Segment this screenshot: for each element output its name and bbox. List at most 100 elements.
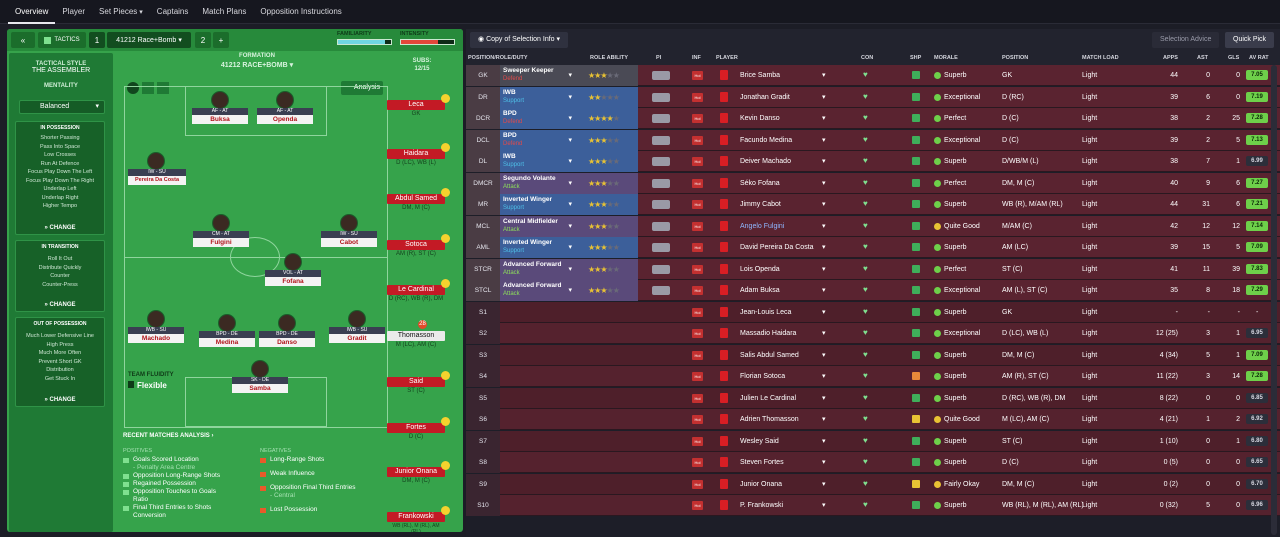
bench-player-haidara[interactable]: Haidara D (LC), WB (L)	[387, 141, 450, 169]
player-name[interactable]: Jean-Louis Leca	[740, 308, 792, 316]
col-position-role-duty[interactable]: POSITION/ROLE/DUTY	[468, 55, 528, 61]
col-position[interactable]: POSITION	[1002, 55, 1029, 61]
player-name[interactable]: Brice Samba	[740, 72, 781, 79]
selection-advice-button[interactable]: Selection Advice	[1152, 32, 1220, 48]
tactics-button[interactable]: TACTICS	[38, 32, 86, 48]
player-name[interactable]: Junior Onana	[740, 480, 783, 488]
chevron-down-icon[interactable]: ▾	[822, 115, 826, 122]
analysis-title-link[interactable]: RECENT MATCHES ANALYSIS ›	[123, 433, 214, 439]
pi-icon[interactable]	[652, 243, 670, 252]
chevron-down-icon[interactable]: ▾	[822, 351, 826, 359]
pitch-player-buksa[interactable]: AF - AT Buksa	[192, 91, 248, 127]
pitch-player-pereira-da-costa[interactable]: IW - SU Pereira Da Costa	[128, 152, 186, 188]
row-role-duty[interactable]: Sweeper Keeper Defend ▾	[500, 65, 576, 86]
chevron-down-icon[interactable]: ▾	[822, 437, 826, 445]
table-row[interactable]: MR Inverted Winger Support ▾ ★★★★★ Hol Jimmy C…	[466, 194, 1280, 215]
player-name[interactable]: Wesley Said	[740, 437, 779, 445]
pitch-player-medina[interactable]: BPD - DE Medina	[199, 314, 255, 350]
nav-player[interactable]: Player	[62, 6, 86, 16]
chevron-down-icon[interactable]: ▾	[822, 265, 826, 273]
nav-set-pieces[interactable]: Set Pieces ▾	[92, 0, 150, 24]
table-row[interactable]: S6 Hol Adrien Thomasson ▾ ♥ Quite Good M (LC),…	[466, 409, 1280, 430]
player-name[interactable]: David Pereira Da Costa	[740, 244, 814, 251]
pi-icon[interactable]	[652, 178, 670, 188]
pi-icon[interactable]	[652, 114, 670, 123]
table-row[interactable]: MCL Central Midfielder Attack ▾ ★★★★★ Hol Ange…	[466, 215, 1280, 237]
add-tactic-button[interactable]: +	[213, 32, 229, 48]
chevron-down-icon[interactable]: ▾	[822, 416, 826, 423]
analysis-button[interactable]: Analysis	[341, 81, 383, 95]
col-apps[interactable]: APPS	[1163, 55, 1178, 61]
pi-icon[interactable]	[652, 221, 670, 231]
table-row[interactable]: S7 Hol Wesley Said ▾ ♥ Superb ST (C) Light 1 (10…	[466, 430, 1280, 452]
player-name[interactable]: Steven Fortes	[740, 459, 784, 466]
chevron-down-icon[interactable]: ▾	[822, 394, 826, 402]
chevron-down-icon[interactable]: ▾	[822, 201, 826, 208]
table-row[interactable]: DR IWB Support ▾ ★★★★★ Hol Jonathan Gradit ▾ ♥ Ex…	[466, 86, 1280, 108]
col-morale[interactable]: MORALE	[934, 55, 958, 61]
player-name[interactable]: Jonathan Gradit	[740, 93, 790, 101]
chevron-down-icon[interactable]: ▾	[822, 222, 826, 230]
row-role-duty[interactable]: IWB Support ▾	[500, 151, 576, 172]
chevron-down-icon[interactable]: ▾	[822, 72, 826, 79]
chevron-down-icon[interactable]: ▾	[822, 502, 826, 509]
in-transition-box[interactable]: IN TRANSITION Roll It Out Distribute Qui…	[15, 240, 105, 312]
col-match-load[interactable]: MATCH LOAD	[1082, 55, 1119, 61]
bench-player-leca[interactable]: Leca GK	[387, 92, 450, 120]
pi-icon[interactable]	[652, 286, 670, 295]
chevron-down-icon[interactable]: ▾	[822, 93, 826, 101]
player-name[interactable]: Adrien Thomasson	[740, 416, 799, 423]
change-out-of-possession-button[interactable]: » CHANGE	[44, 397, 76, 403]
pitch-player-fulgini[interactable]: CM - AT Fulgini	[193, 214, 249, 250]
quick-pick-button[interactable]: Quick Pick	[1225, 32, 1275, 48]
pitch-player-gradit[interactable]: IWB - SU Gradit	[329, 310, 385, 346]
col-pi[interactable]: PI	[656, 55, 662, 61]
pi-icon[interactable]	[652, 135, 670, 145]
table-row[interactable]: STCL Advanced Forward Attack ▾ ★★★★★ Hol Adam …	[466, 280, 1280, 301]
table-row[interactable]: DCR BPD Defend ▾ ★★★★★ Hol Kevin Danso ▾ ♥ Perfec…	[466, 108, 1280, 129]
table-row[interactable]: GK Sweeper Keeper Defend ▾ ★★★★★ Hol Brice Sam…	[466, 65, 1280, 86]
pi-icon[interactable]	[652, 92, 670, 102]
pi-icon[interactable]	[652, 157, 670, 166]
nav-captains[interactable]: Captains	[156, 6, 189, 16]
pitch-player-machado[interactable]: IWB - SU Machado	[128, 310, 184, 346]
chevron-down-icon[interactable]: ▾	[822, 179, 826, 187]
col-shp[interactable]: SHP	[910, 55, 922, 61]
pi-icon[interactable]	[652, 71, 670, 80]
player-name[interactable]: Adam Buksa	[740, 287, 780, 294]
table-row[interactable]: S2 Hol Massadio Haidara ▾ ♥ Exceptional D (LC)…	[466, 323, 1280, 344]
bar-chart-icon[interactable]	[142, 82, 154, 94]
table-row[interactable]: DMCR Segundo Volante Attack ▾ ★★★★★ Hol Séko F…	[466, 172, 1280, 194]
row-role-duty[interactable]: Segundo Volante Attack ▾	[500, 172, 576, 194]
copy-selection-info-select[interactable]: ◉ Copy of Selection Info ▾	[470, 32, 569, 48]
row-role-duty[interactable]: Inverted Winger Support ▾	[500, 237, 576, 258]
in-possession-box[interactable]: IN POSSESSION Shorter Passing Pass Into …	[15, 121, 105, 235]
table-row[interactable]: S1 Hol Jean-Louis Leca ▾ ♥ Superb GK Light - - - -	[466, 301, 1280, 323]
chevron-down-icon[interactable]: ▾	[822, 373, 826, 380]
chevron-down-icon[interactable]: ▾	[822, 287, 826, 294]
bench-player-abdul-samed[interactable]: Abdul Samed DM, M (C)	[387, 186, 450, 214]
chevron-down-icon[interactable]: ▾	[822, 459, 826, 466]
table-row[interactable]: DCL BPD Defend ▾ ★★★★★ Hol Facundo Medina ▾ ♥ Exc…	[466, 129, 1280, 151]
chevron-down-icon[interactable]: ▾	[822, 158, 826, 165]
bench-player-junior-onana[interactable]: Junior Onana DM, M (C)	[387, 459, 450, 487]
bench-player-thomasson[interactable]: Thomasson M (LC), AM (C) 28	[387, 320, 447, 351]
pitch-player-cabot[interactable]: IW - SU Cabot	[321, 214, 377, 250]
table-row[interactable]: STCR Advanced Forward Attack ▾ ★★★★★ Hol Lois …	[466, 258, 1280, 280]
chevron-down-icon[interactable]: ▾	[822, 308, 826, 316]
col-con[interactable]: CON	[861, 55, 874, 61]
person-icon[interactable]	[127, 82, 139, 94]
pitch-player-danso[interactable]: BPD - DE Danso	[259, 314, 315, 350]
pitch-player-openda[interactable]: AF - AT Openda	[257, 91, 313, 127]
change-in-possession-button[interactable]: » CHANGE	[44, 225, 76, 231]
clipboard-icon[interactable]	[157, 82, 169, 94]
table-row[interactable]: S10 Hol P. Frankowski ▾ ♥ Superb WB (RL), M (R…	[466, 495, 1280, 516]
row-role-duty[interactable]: Advanced Forward Attack ▾	[500, 280, 576, 301]
chevron-down-icon[interactable]: ▾	[822, 330, 826, 337]
scrollbar[interactable]	[1271, 65, 1277, 535]
bench-player-frankowski[interactable]: Frankowski WB (RL), M (RL), AM (RL)	[387, 504, 450, 532]
col-player[interactable]: PLAYER	[716, 55, 738, 61]
player-name[interactable]: Salis Abdul Samed	[740, 351, 799, 359]
player-name[interactable]: Lois Openda	[740, 265, 780, 273]
bench-player-le-cardinal[interactable]: Le Cardinal D (RC), WB (R), DM	[387, 277, 450, 305]
